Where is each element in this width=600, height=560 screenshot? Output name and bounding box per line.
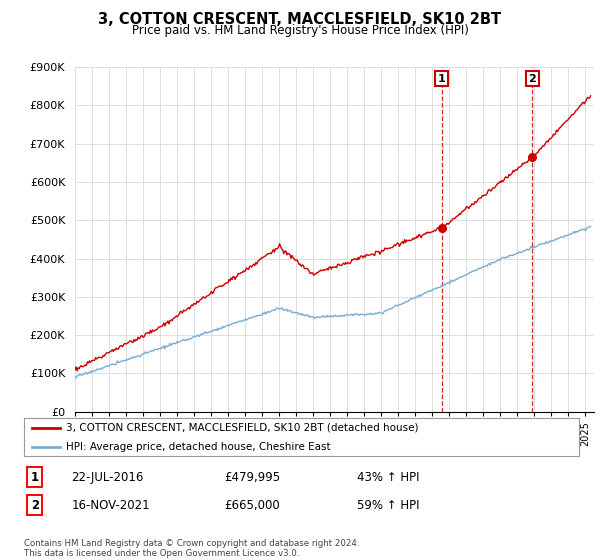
Text: HPI: Average price, detached house, Cheshire East: HPI: Average price, detached house, Ches… bbox=[65, 442, 330, 452]
Text: 43% ↑ HPI: 43% ↑ HPI bbox=[357, 470, 419, 484]
Text: 3, COTTON CRESCENT, MACCLESFIELD, SK10 2BT: 3, COTTON CRESCENT, MACCLESFIELD, SK10 2… bbox=[98, 12, 502, 27]
Text: Contains HM Land Registry data © Crown copyright and database right 2024.
This d: Contains HM Land Registry data © Crown c… bbox=[24, 539, 359, 558]
Text: 2: 2 bbox=[31, 499, 39, 512]
Text: 22-JUL-2016: 22-JUL-2016 bbox=[71, 470, 143, 484]
Text: 59% ↑ HPI: 59% ↑ HPI bbox=[357, 499, 419, 512]
Text: 1: 1 bbox=[31, 470, 39, 484]
Text: £479,995: £479,995 bbox=[224, 470, 280, 484]
Text: £665,000: £665,000 bbox=[224, 499, 280, 512]
Text: 1: 1 bbox=[438, 74, 446, 83]
Text: 3, COTTON CRESCENT, MACCLESFIELD, SK10 2BT (detached house): 3, COTTON CRESCENT, MACCLESFIELD, SK10 2… bbox=[65, 423, 418, 433]
Text: 2: 2 bbox=[529, 74, 536, 83]
Text: Price paid vs. HM Land Registry's House Price Index (HPI): Price paid vs. HM Land Registry's House … bbox=[131, 24, 469, 36]
Text: 16-NOV-2021: 16-NOV-2021 bbox=[71, 499, 150, 512]
